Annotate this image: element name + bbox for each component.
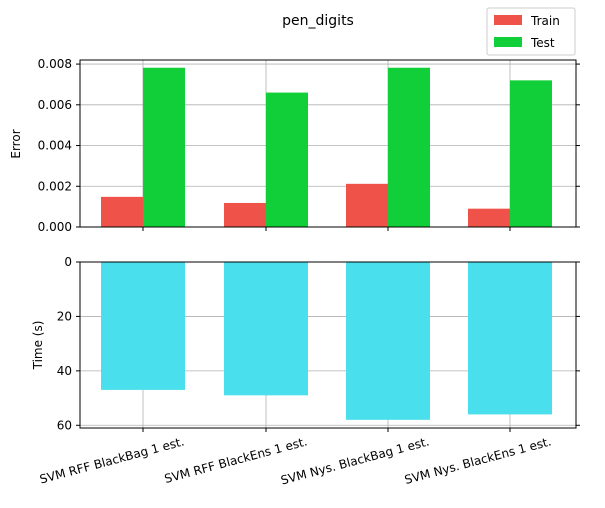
time-bar [346, 262, 430, 420]
error-bar-test [266, 92, 308, 228]
error-ytick-label: 0.004 [38, 139, 72, 153]
time-bar [468, 262, 552, 415]
legend-swatch-test [494, 37, 522, 47]
category-labels: SVM RFF BlackBag 1 est.SVM RFF BlackEns … [38, 434, 553, 487]
time-panel-frame [79, 261, 577, 429]
time-ytick-label: 40 [57, 364, 72, 378]
error-bar-test [143, 67, 185, 228]
time-axis-label: Time (s) [31, 321, 45, 371]
error-bar-test [388, 67, 430, 228]
time-ytick-label: 0 [64, 255, 72, 269]
legend-swatch-train [494, 15, 522, 25]
error-bar-train [224, 202, 266, 227]
time-ytick-label: 20 [57, 309, 72, 323]
chart-title: pen_digits [282, 13, 354, 29]
time-panel: 0 20 40 60 Time (s) [31, 255, 580, 432]
error-bar-train [101, 196, 143, 227]
legend-label-test: Test [530, 36, 555, 50]
time-ytick-label: 60 [57, 418, 72, 432]
error-bar-train [468, 208, 510, 227]
time-bar [101, 262, 185, 390]
error-ytick-label: 0.002 [38, 179, 72, 193]
error-panel-frame [79, 59, 577, 228]
error-ytick-label: 0.006 [38, 98, 72, 112]
error-ytick-label: 0.008 [38, 57, 72, 71]
legend-label-train: Train [530, 14, 560, 28]
error-bar-test [510, 80, 552, 228]
legend: Train Test [486, 7, 576, 56]
error-bar-train [346, 183, 388, 227]
time-bar [224, 262, 308, 396]
error-panel: 0.000 0.002 0.004 0.006 0.008 Error [9, 57, 580, 234]
error-axis-label: Error [9, 129, 23, 158]
error-ytick-label: 0.000 [38, 220, 72, 234]
